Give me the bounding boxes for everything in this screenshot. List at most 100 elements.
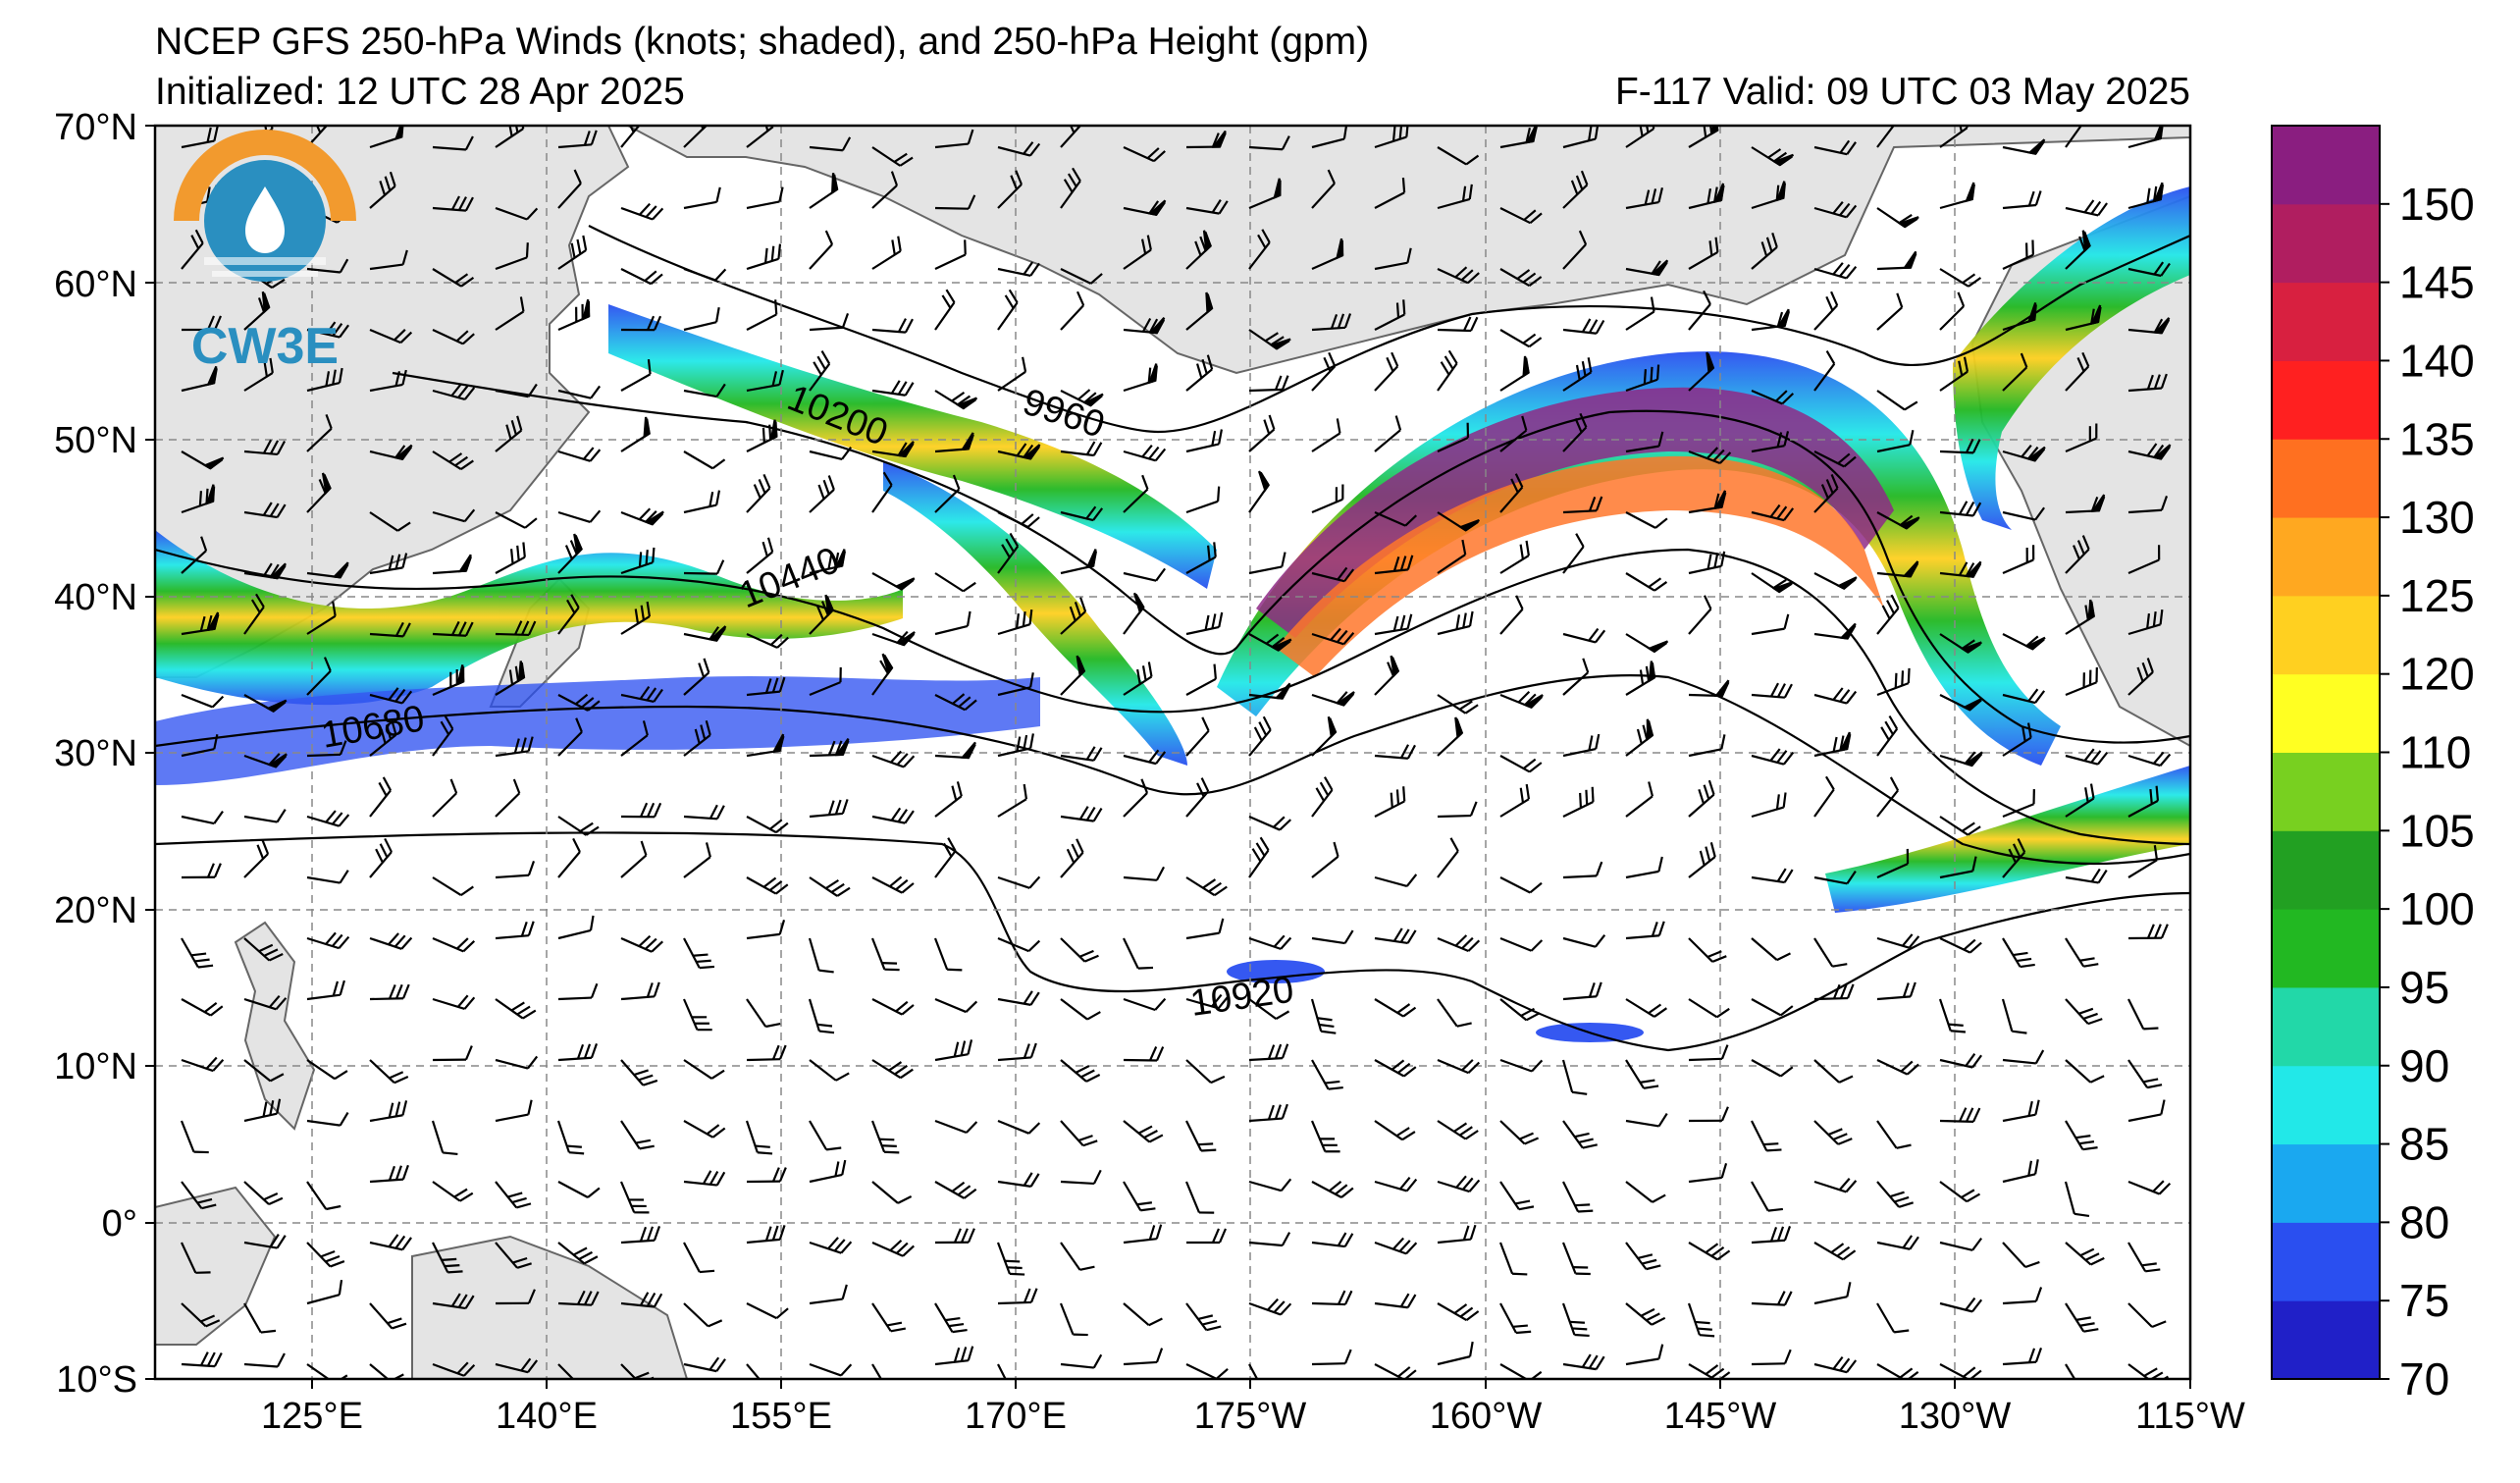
wind-barb (1060, 1353, 1103, 1369)
wind-barb (2127, 1242, 2161, 1273)
wind-barb (620, 802, 662, 819)
wind-barb (1876, 667, 1911, 697)
wind-barb (871, 1059, 914, 1080)
wind-barb (181, 229, 204, 270)
colorbar-label: 150 (2399, 179, 2475, 230)
wind-barb (1876, 511, 1920, 530)
wind-barb (2002, 302, 2037, 332)
wind-barb (1437, 1058, 1481, 1075)
wind-barb (620, 1120, 655, 1150)
wind-barb (683, 1356, 726, 1373)
wind-barb (306, 414, 333, 452)
wind-barb (934, 474, 961, 513)
wind-barb (1311, 418, 1341, 452)
wind-barb (1185, 230, 1212, 270)
wind-barb (2065, 998, 2103, 1026)
wind-barb (557, 1043, 599, 1062)
contour-9960 (588, 225, 2190, 434)
wind-barb (1625, 921, 1665, 940)
wind-barb (809, 313, 850, 332)
wind-barb (432, 620, 474, 637)
wind-barb (1625, 718, 1654, 757)
wind-barb (306, 870, 349, 884)
wind-barb (1185, 199, 1229, 215)
wind-barb (2002, 688, 2046, 705)
wind-barb (1374, 744, 1416, 760)
wind-barb (243, 1059, 285, 1083)
wind-barb (495, 206, 539, 221)
wind-barb (1625, 572, 1668, 592)
wind-barb (306, 740, 347, 758)
wind-barb (2065, 666, 2098, 697)
wind-barb (1123, 474, 1149, 513)
lat-ticks (145, 125, 155, 1380)
wind-barb (1688, 1106, 1729, 1123)
wind-barb (871, 1239, 915, 1257)
wind-barb (557, 1181, 601, 1198)
wind-barb (557, 169, 582, 209)
wind-barb (997, 170, 1023, 209)
wind-barb (1813, 1355, 1858, 1374)
wind-barb (243, 1352, 286, 1368)
colorbar-cell (2272, 126, 2380, 205)
wind-barb (1123, 1181, 1156, 1212)
wind-barb (243, 502, 287, 519)
wind-barb (432, 195, 474, 212)
wind-barb (1751, 1349, 1792, 1366)
wind-barb (1751, 389, 1795, 405)
lon-label-155e: 155°E (730, 1396, 832, 1437)
wind-barb (870, 1120, 900, 1154)
wind-barb (934, 129, 974, 149)
wind-barb (1688, 237, 1719, 270)
wind-barb (1248, 552, 1286, 575)
wind-barb (1060, 549, 1098, 575)
wind-barb (1939, 560, 1982, 578)
wind-barb (2065, 304, 2102, 332)
wind-barb (1939, 501, 1982, 517)
wind-barb (1123, 1046, 1165, 1062)
wind-barb (683, 383, 726, 398)
wind-barb (683, 1302, 723, 1328)
wind-barb (2002, 789, 2035, 819)
wind-barb (1248, 1298, 1292, 1316)
wind-barb (620, 686, 663, 704)
wind-barb (495, 861, 536, 879)
wind-barb (1876, 981, 1916, 1001)
wind-barb (997, 1363, 1015, 1379)
wind-barb (495, 1289, 536, 1305)
colorbar-label: 90 (2399, 1040, 2449, 1091)
wind-barb (809, 475, 835, 513)
wind-barb (1060, 746, 1103, 762)
logo-sun-arc (174, 130, 356, 222)
wind-barb (1939, 356, 1969, 392)
wind-barb (1562, 357, 1593, 392)
wind-barb (871, 1181, 913, 1204)
wind-barb (1939, 751, 1983, 768)
colorbar-cell (2272, 1065, 2380, 1145)
wind-barb (1876, 776, 1900, 818)
wind-barb (1876, 933, 1920, 949)
wind-barb (809, 447, 853, 460)
lat-labels: 70°N 60°N 50°N 40°N 30°N 20°N 10°N 0° 10… (54, 107, 137, 1401)
wind-barb (1499, 329, 1543, 348)
wind-barb (683, 559, 725, 575)
wind-barb (2065, 351, 2090, 392)
lat-label-60n: 60°N (54, 264, 137, 305)
colorbar-label: 95 (2399, 962, 2449, 1013)
wind-barb (1813, 983, 1855, 1001)
wind-barb (2065, 494, 2106, 514)
valid-time: F-117 Valid: 09 UTC 03 May 2025 (1615, 71, 2190, 113)
jet-subtropical-band (155, 675, 1040, 785)
wind-barb (1374, 927, 1417, 945)
wind-barb (1939, 438, 1981, 454)
wind-barb (1499, 876, 1543, 894)
wind-barb (181, 693, 225, 709)
wind-barb (181, 126, 219, 149)
wind-barb (1437, 716, 1464, 757)
wind-barb (1437, 1341, 1474, 1366)
wind-barb (1123, 662, 1153, 696)
wind-barb (746, 919, 786, 940)
wind-barb (1311, 1181, 1354, 1198)
wind-barb (1939, 856, 1977, 879)
